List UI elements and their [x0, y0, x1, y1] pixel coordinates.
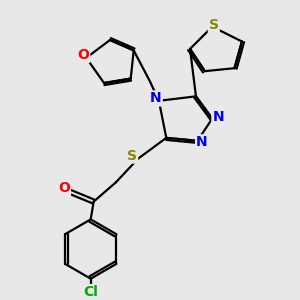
Text: S: S [209, 18, 219, 32]
Text: N: N [212, 110, 224, 124]
Text: O: O [77, 48, 89, 62]
Text: N: N [150, 92, 162, 105]
Text: N: N [196, 135, 208, 149]
Text: S: S [127, 148, 137, 163]
Text: O: O [58, 181, 70, 195]
Text: Cl: Cl [83, 285, 98, 299]
